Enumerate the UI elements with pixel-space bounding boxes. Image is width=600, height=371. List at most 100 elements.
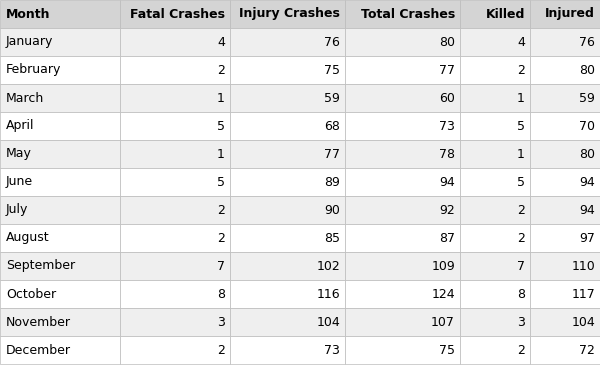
- Text: 4: 4: [517, 36, 525, 49]
- Bar: [230, 280, 345, 308]
- Bar: [230, 0, 345, 28]
- Bar: [230, 336, 345, 364]
- Bar: [345, 252, 460, 280]
- Text: October: October: [6, 288, 56, 301]
- Bar: [120, 28, 230, 56]
- Text: 70: 70: [579, 119, 595, 132]
- Bar: [120, 84, 230, 112]
- Text: December: December: [6, 344, 71, 357]
- Bar: [530, 168, 600, 196]
- Text: 117: 117: [571, 288, 595, 301]
- Text: July: July: [6, 204, 28, 217]
- Text: 73: 73: [324, 344, 340, 357]
- Text: 76: 76: [324, 36, 340, 49]
- Text: 7: 7: [517, 259, 525, 273]
- Bar: [530, 224, 600, 252]
- Bar: [460, 168, 530, 196]
- Text: 2: 2: [517, 63, 525, 76]
- Text: Total Crashes: Total Crashes: [361, 7, 455, 20]
- Text: 94: 94: [439, 175, 455, 188]
- Text: May: May: [6, 148, 32, 161]
- Bar: [0, 196, 120, 224]
- Text: 59: 59: [579, 92, 595, 105]
- Text: 77: 77: [439, 63, 455, 76]
- Bar: [460, 140, 530, 168]
- Bar: [120, 224, 230, 252]
- Bar: [0, 336, 120, 364]
- Bar: [530, 308, 600, 336]
- Text: 5: 5: [517, 119, 525, 132]
- Text: 2: 2: [517, 232, 525, 244]
- Bar: [0, 140, 120, 168]
- Bar: [530, 336, 600, 364]
- Text: 94: 94: [579, 204, 595, 217]
- Text: 85: 85: [324, 232, 340, 244]
- Text: Month: Month: [6, 7, 50, 20]
- Text: 2: 2: [517, 344, 525, 357]
- Text: 2: 2: [217, 232, 225, 244]
- Text: 3: 3: [217, 315, 225, 328]
- Text: Injury Crashes: Injury Crashes: [239, 7, 340, 20]
- Bar: [530, 196, 600, 224]
- Bar: [0, 280, 120, 308]
- Text: 102: 102: [316, 259, 340, 273]
- Bar: [345, 84, 460, 112]
- Text: April: April: [6, 119, 35, 132]
- Text: 80: 80: [579, 148, 595, 161]
- Text: January: January: [6, 36, 53, 49]
- Text: 1: 1: [517, 92, 525, 105]
- Text: 107: 107: [431, 315, 455, 328]
- Text: 80: 80: [439, 36, 455, 49]
- Text: February: February: [6, 63, 61, 76]
- Bar: [230, 56, 345, 84]
- Text: 78: 78: [439, 148, 455, 161]
- Bar: [460, 28, 530, 56]
- Bar: [0, 56, 120, 84]
- Bar: [460, 84, 530, 112]
- Text: 2: 2: [217, 204, 225, 217]
- Bar: [120, 0, 230, 28]
- Bar: [0, 252, 120, 280]
- Text: 3: 3: [517, 315, 525, 328]
- Text: 90: 90: [324, 204, 340, 217]
- Bar: [460, 56, 530, 84]
- Bar: [530, 280, 600, 308]
- Bar: [460, 224, 530, 252]
- Text: 109: 109: [431, 259, 455, 273]
- Bar: [345, 196, 460, 224]
- Text: 4: 4: [217, 36, 225, 49]
- Bar: [0, 224, 120, 252]
- Bar: [0, 28, 120, 56]
- Text: 8: 8: [517, 288, 525, 301]
- Bar: [230, 308, 345, 336]
- Bar: [230, 112, 345, 140]
- Bar: [0, 112, 120, 140]
- Text: 8: 8: [217, 288, 225, 301]
- Bar: [0, 0, 120, 28]
- Bar: [120, 252, 230, 280]
- Text: August: August: [6, 232, 50, 244]
- Bar: [460, 112, 530, 140]
- Bar: [230, 140, 345, 168]
- Text: Injured: Injured: [545, 7, 595, 20]
- Bar: [230, 168, 345, 196]
- Bar: [460, 308, 530, 336]
- Text: 1: 1: [517, 148, 525, 161]
- Text: 59: 59: [324, 92, 340, 105]
- Bar: [345, 168, 460, 196]
- Bar: [230, 84, 345, 112]
- Text: 104: 104: [571, 315, 595, 328]
- Bar: [460, 196, 530, 224]
- Text: 110: 110: [571, 259, 595, 273]
- Bar: [345, 280, 460, 308]
- Bar: [120, 140, 230, 168]
- Bar: [530, 28, 600, 56]
- Bar: [345, 56, 460, 84]
- Bar: [460, 280, 530, 308]
- Bar: [345, 224, 460, 252]
- Text: September: September: [6, 259, 75, 273]
- Text: 73: 73: [439, 119, 455, 132]
- Text: 1: 1: [217, 148, 225, 161]
- Bar: [230, 224, 345, 252]
- Text: 116: 116: [316, 288, 340, 301]
